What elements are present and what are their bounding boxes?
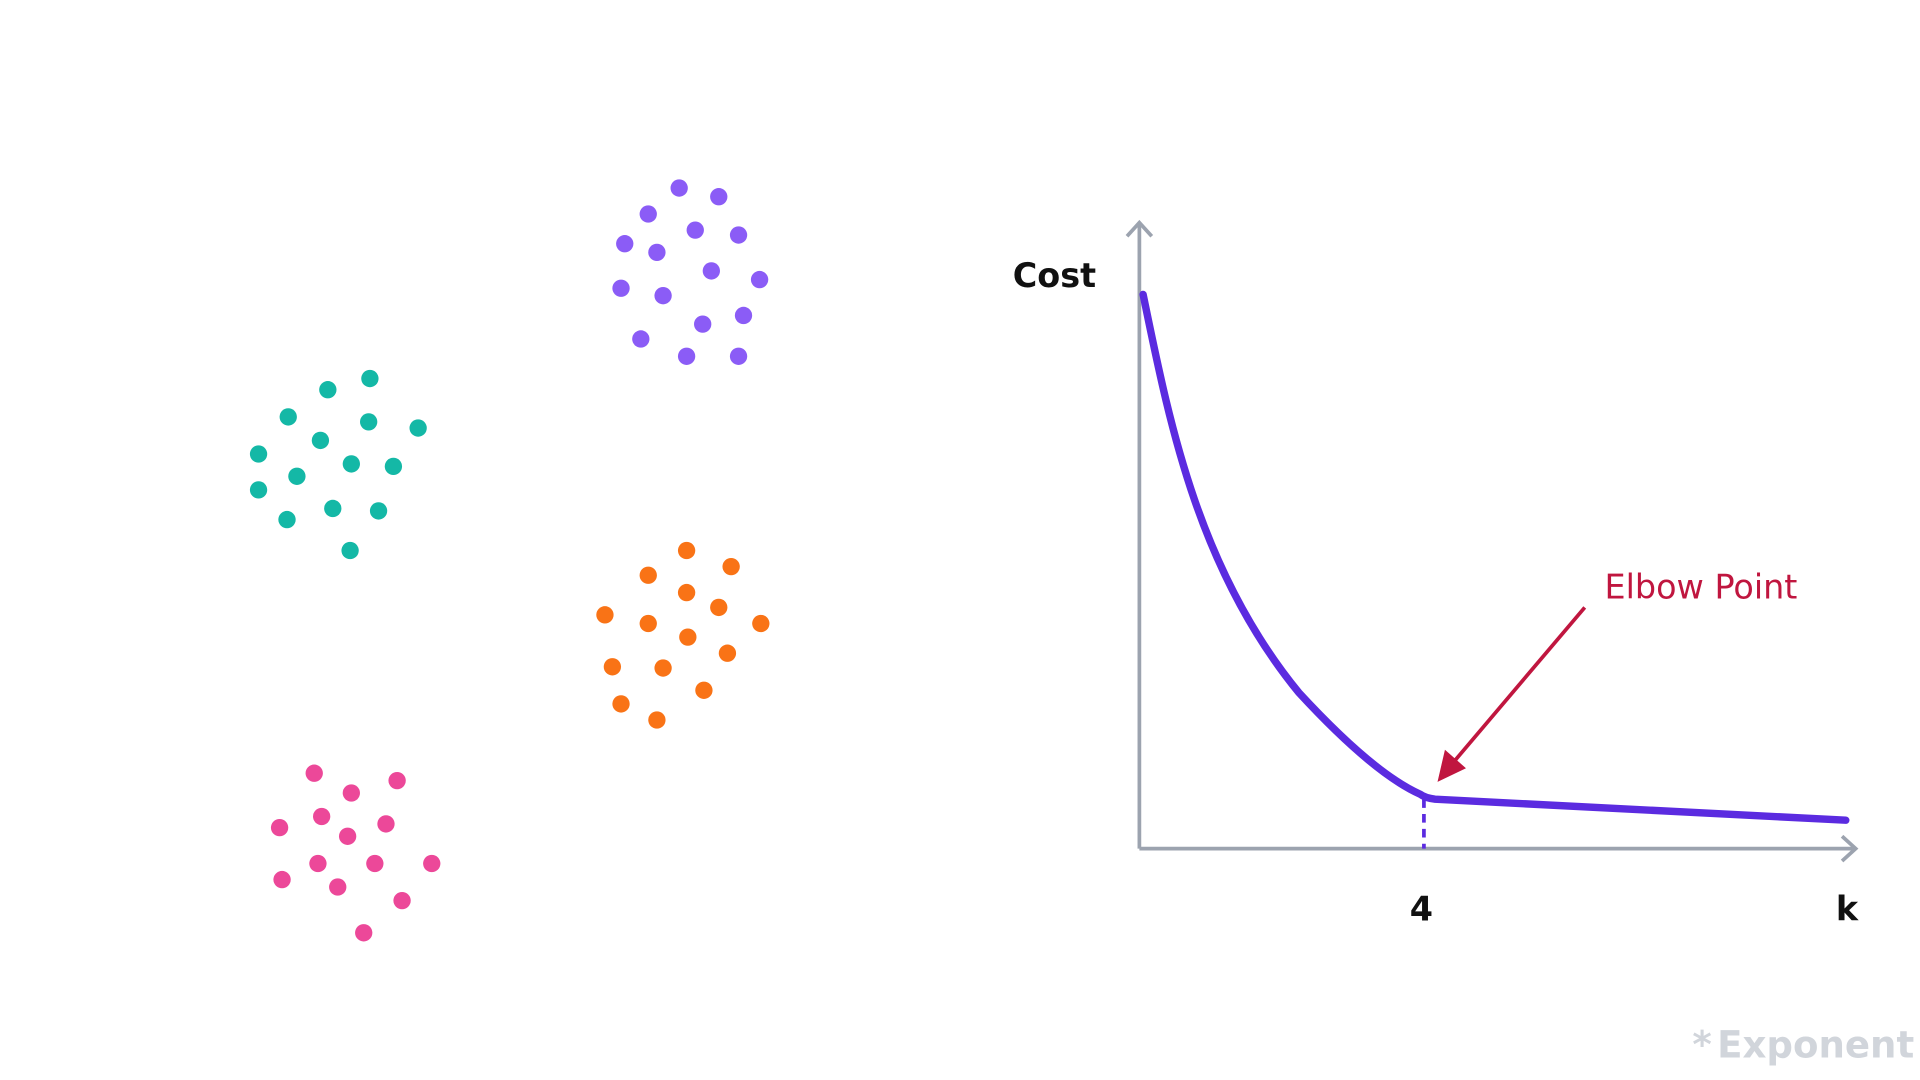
cluster-dot — [670, 179, 688, 197]
cluster-dot — [654, 659, 672, 677]
cluster-dot — [324, 499, 342, 518]
cluster-dot — [319, 381, 337, 399]
cluster-dot — [729, 347, 748, 365]
cluster-dot — [677, 541, 696, 560]
cluster-dot — [309, 854, 327, 873]
cluster-dot — [603, 658, 622, 676]
cluster-dot — [677, 347, 696, 365]
cluster-dot — [596, 606, 614, 624]
cluster-dot — [639, 205, 657, 223]
cluster-dot — [388, 771, 406, 790]
cluster-dot — [360, 413, 378, 431]
brand-name: Exponent — [1717, 1024, 1914, 1067]
cluster-dot — [342, 784, 360, 802]
cluster-dot — [355, 924, 373, 942]
cluster-dot — [639, 566, 657, 584]
cluster-dot — [409, 419, 427, 437]
cluster-dot — [710, 598, 728, 617]
cluster-dot — [734, 306, 753, 325]
cluster-dot — [393, 891, 411, 910]
cluster-dot — [729, 226, 748, 244]
cluster-dot — [694, 315, 712, 333]
x-marker-label: 4 — [1410, 889, 1433, 928]
cluster-dot — [249, 445, 268, 463]
cluster-dot — [686, 221, 704, 239]
cluster-dot — [361, 369, 379, 388]
cluster-dot — [377, 815, 395, 833]
cluster-dot — [702, 262, 720, 280]
cluster-dot — [270, 818, 289, 837]
cluster-dot — [342, 455, 360, 473]
cluster-dot — [305, 764, 323, 782]
cluster-dot — [718, 644, 737, 662]
brand-logo: * — [1692, 1024, 1711, 1067]
cluster-dot — [677, 583, 696, 602]
cluster-dot — [288, 467, 306, 485]
cluster-dot — [329, 878, 347, 896]
cluster-dot — [273, 870, 291, 889]
cluster-dot — [648, 243, 666, 262]
cluster-dot — [654, 287, 672, 305]
cluster-dot — [648, 711, 666, 729]
cluster-dot — [312, 807, 331, 826]
cluster-dot — [752, 614, 770, 633]
cluster-dot — [311, 431, 330, 450]
y-axis-arrow — [1125, 219, 1154, 238]
annotation-label: Elbow Point — [1605, 568, 1798, 607]
clusters — [249, 179, 770, 942]
x-axis-label: k — [1836, 889, 1859, 928]
x-axis-arrow — [1840, 834, 1859, 863]
cluster-dot — [423, 854, 441, 873]
cluster-dot — [612, 279, 630, 297]
cluster-dot — [632, 330, 650, 348]
cluster-dot — [612, 695, 630, 713]
cluster-dot — [679, 628, 697, 646]
cluster-dot — [249, 481, 268, 499]
cluster-dot — [341, 541, 359, 560]
cluster-dot — [639, 614, 657, 633]
cluster-dot — [384, 457, 403, 476]
cluster-dot — [279, 408, 297, 426]
cluster-dot — [616, 235, 634, 253]
cluster-dot — [338, 827, 357, 845]
y-axis-label: Cost — [1013, 256, 1096, 295]
annotation-arrowhead — [1437, 749, 1466, 782]
cluster-dot — [369, 502, 388, 520]
cluster-dot — [695, 681, 713, 699]
cluster-dot — [750, 270, 769, 289]
cluster-dot — [278, 510, 296, 529]
cluster-dot — [710, 188, 728, 206]
cost-curve — [1139, 290, 1850, 824]
cluster-dot — [722, 557, 740, 576]
cluster-dot — [366, 854, 384, 873]
annotation-arrow — [1452, 606, 1587, 764]
